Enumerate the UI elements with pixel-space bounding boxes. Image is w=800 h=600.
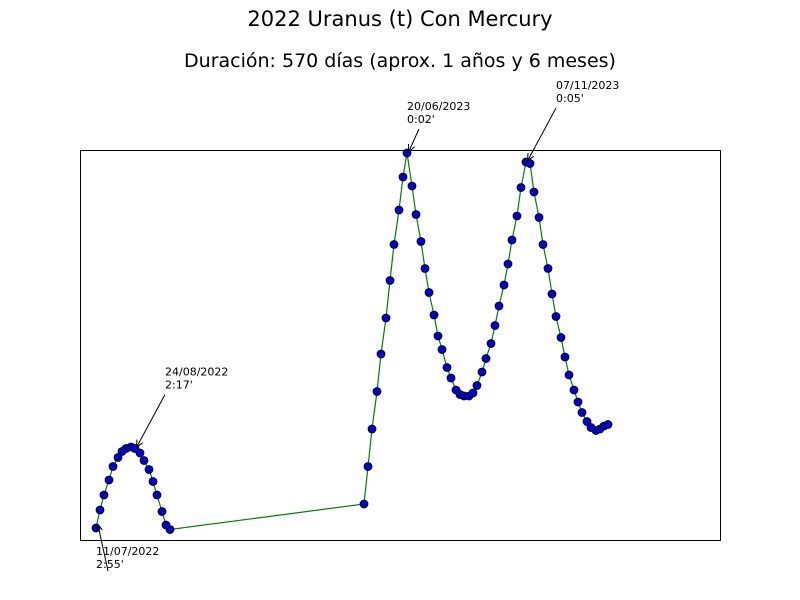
annotation-date: 11/07/2022 <box>96 545 159 558</box>
data-point <box>516 183 526 192</box>
data-point <box>113 453 123 462</box>
data-point <box>534 213 544 222</box>
data-point <box>556 333 566 342</box>
data-point <box>398 172 408 182</box>
data-point <box>104 475 114 485</box>
data-point <box>424 288 434 297</box>
annotation-time: 0:02' <box>407 113 435 126</box>
data-point <box>472 381 482 390</box>
data-point <box>99 490 109 500</box>
data-point <box>603 420 613 429</box>
data-point <box>394 205 404 215</box>
annotation-time: 2:55' <box>96 558 124 571</box>
chart-title: 2022 Uranus (t) Con Mercury <box>247 7 553 31</box>
data-point <box>582 417 592 426</box>
data-point <box>446 373 456 383</box>
data-point <box>490 321 500 330</box>
annotation-arrow <box>528 107 557 160</box>
data-point <box>367 424 377 434</box>
data-point <box>437 345 447 354</box>
data-point <box>152 490 162 500</box>
data-point <box>569 385 579 395</box>
annotation-date: 24/08/2022 <box>165 366 228 379</box>
data-point <box>499 280 509 290</box>
data-point <box>165 525 175 534</box>
annotation-date: 07/11/2023 <box>556 79 619 92</box>
annotation-arrow <box>137 394 166 447</box>
data-point <box>135 448 145 458</box>
annotation-arrow <box>409 128 420 151</box>
data-point <box>477 367 487 377</box>
data-point <box>148 477 158 486</box>
data-point <box>95 505 105 515</box>
annotation-time: 0:05' <box>556 92 584 105</box>
data-point <box>494 301 504 311</box>
data-point <box>433 331 443 341</box>
chart-subtitle: Duración: 570 días (aprox. 1 años y 6 me… <box>184 50 616 72</box>
data-point <box>525 159 535 168</box>
data-point <box>564 370 574 380</box>
series-layer <box>95 152 609 531</box>
data-point <box>547 289 557 299</box>
data-point <box>560 352 570 362</box>
data-point <box>468 388 478 398</box>
data-point <box>157 507 167 516</box>
data-point <box>442 363 452 372</box>
data-point <box>385 276 395 285</box>
data-point <box>507 235 517 245</box>
marker-layer <box>91 148 613 534</box>
data-point <box>573 397 583 407</box>
data-point <box>376 349 386 359</box>
data-point <box>363 462 373 471</box>
data-point <box>543 264 553 273</box>
data-point <box>503 259 513 269</box>
data-point <box>372 387 382 396</box>
data-point <box>389 240 399 249</box>
data-point <box>359 499 369 509</box>
annotation-date: 20/06/2023 <box>407 100 470 113</box>
series-line <box>95 152 609 531</box>
data-point <box>551 312 561 321</box>
data-point <box>481 354 491 363</box>
data-point <box>577 408 587 417</box>
data-point <box>139 456 149 465</box>
data-point <box>420 264 430 273</box>
data-point <box>429 310 439 320</box>
data-point <box>486 339 496 348</box>
data-point <box>416 237 426 246</box>
data-point <box>411 210 421 219</box>
data-point <box>538 240 548 249</box>
data-point <box>144 465 154 474</box>
data-point <box>529 187 539 197</box>
data-point <box>381 313 391 323</box>
data-point <box>407 181 417 191</box>
plot-area-frame <box>80 150 721 541</box>
annotation-time: 2:17' <box>165 379 193 392</box>
data-point <box>512 211 522 221</box>
annotation-arrow <box>98 525 109 572</box>
data-point <box>108 462 118 471</box>
